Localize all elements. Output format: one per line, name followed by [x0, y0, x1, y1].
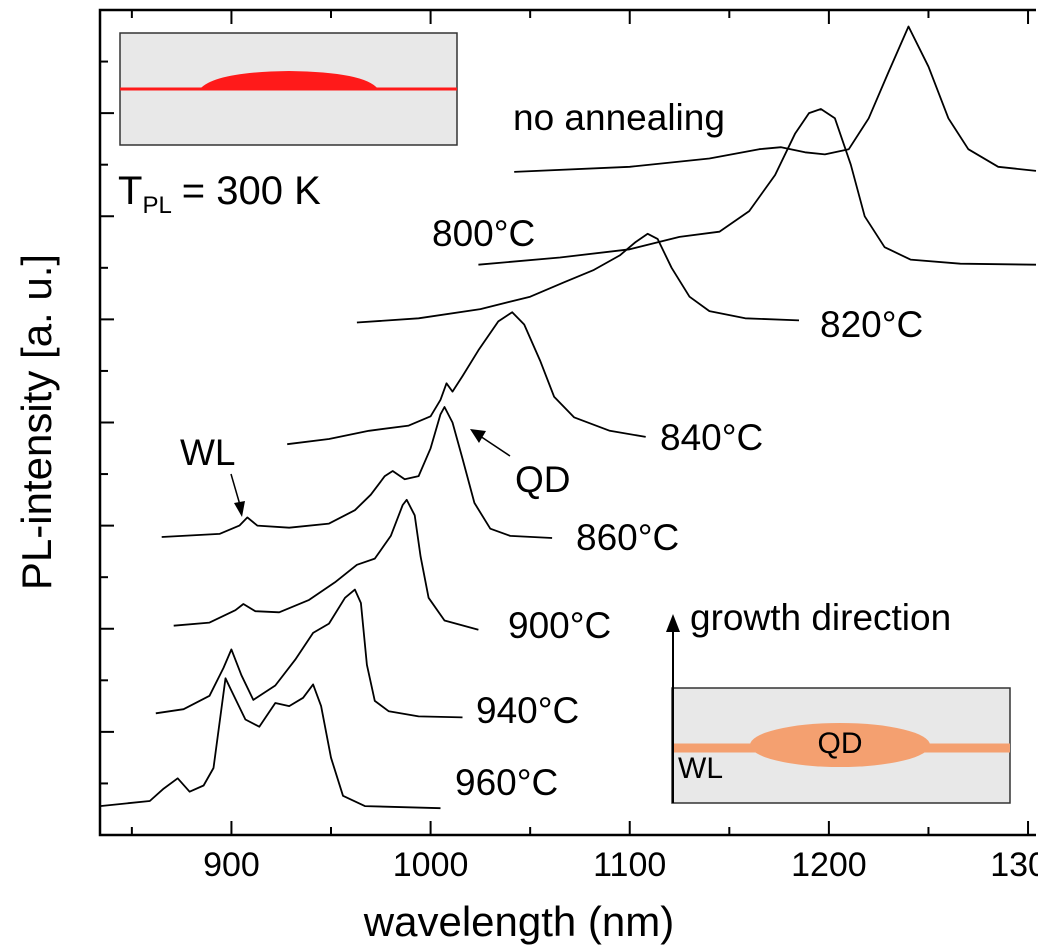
temperature-value: = 300 K [182, 169, 321, 213]
inset-dot [200, 71, 378, 89]
x-axis-label: wavelength (nm) [363, 898, 674, 945]
growth-arrow-head [666, 614, 680, 632]
x-tick-label: 1300 [990, 846, 1038, 884]
inset-layer-label: WL [678, 752, 723, 785]
qd-arrow-head [470, 429, 486, 443]
wl-arrow [230, 473, 241, 506]
qd-annotation: QD [515, 459, 571, 500]
wl-annotation: WL [180, 432, 236, 473]
series-label: 960°C [455, 762, 558, 803]
spectrum-line [155, 588, 463, 719]
spectrum-line [514, 25, 1037, 173]
spectrum-line [173, 498, 479, 631]
series-label: 860°C [576, 517, 679, 558]
spectrum-line [99, 677, 441, 810]
series-label: 900°C [508, 605, 611, 646]
series-label: 840°C [660, 417, 763, 458]
series-label: 820°C [820, 304, 923, 345]
spectrum-line [287, 311, 646, 446]
x-tick-label: 900 [203, 846, 260, 884]
x-tick-label: 1200 [791, 846, 867, 884]
temperature-subscript: PL [142, 192, 171, 219]
inset-dot-label: QD [818, 727, 863, 760]
temperature-label: TPL = 300 K [118, 169, 321, 220]
y-axis-label: PL-intensity [a. u.] [13, 254, 60, 590]
growth-direction-label: growth direction [690, 597, 951, 638]
temperature-symbol: T [118, 169, 142, 213]
x-tick-label: 1100 [593, 846, 666, 884]
x-tick-label: 1000 [393, 846, 469, 884]
series-label: 940°C [476, 690, 579, 731]
spectrum-line [478, 108, 1037, 266]
wl-arrow-head [234, 501, 245, 517]
spectrum-line [161, 406, 553, 539]
plot-frame [98, 8, 1036, 837]
series-label: 800°C [432, 213, 535, 254]
qd-arrow [479, 435, 511, 457]
inset-dot [750, 723, 930, 767]
spectrum-line [356, 232, 800, 324]
series-label: no annealing [513, 97, 725, 138]
